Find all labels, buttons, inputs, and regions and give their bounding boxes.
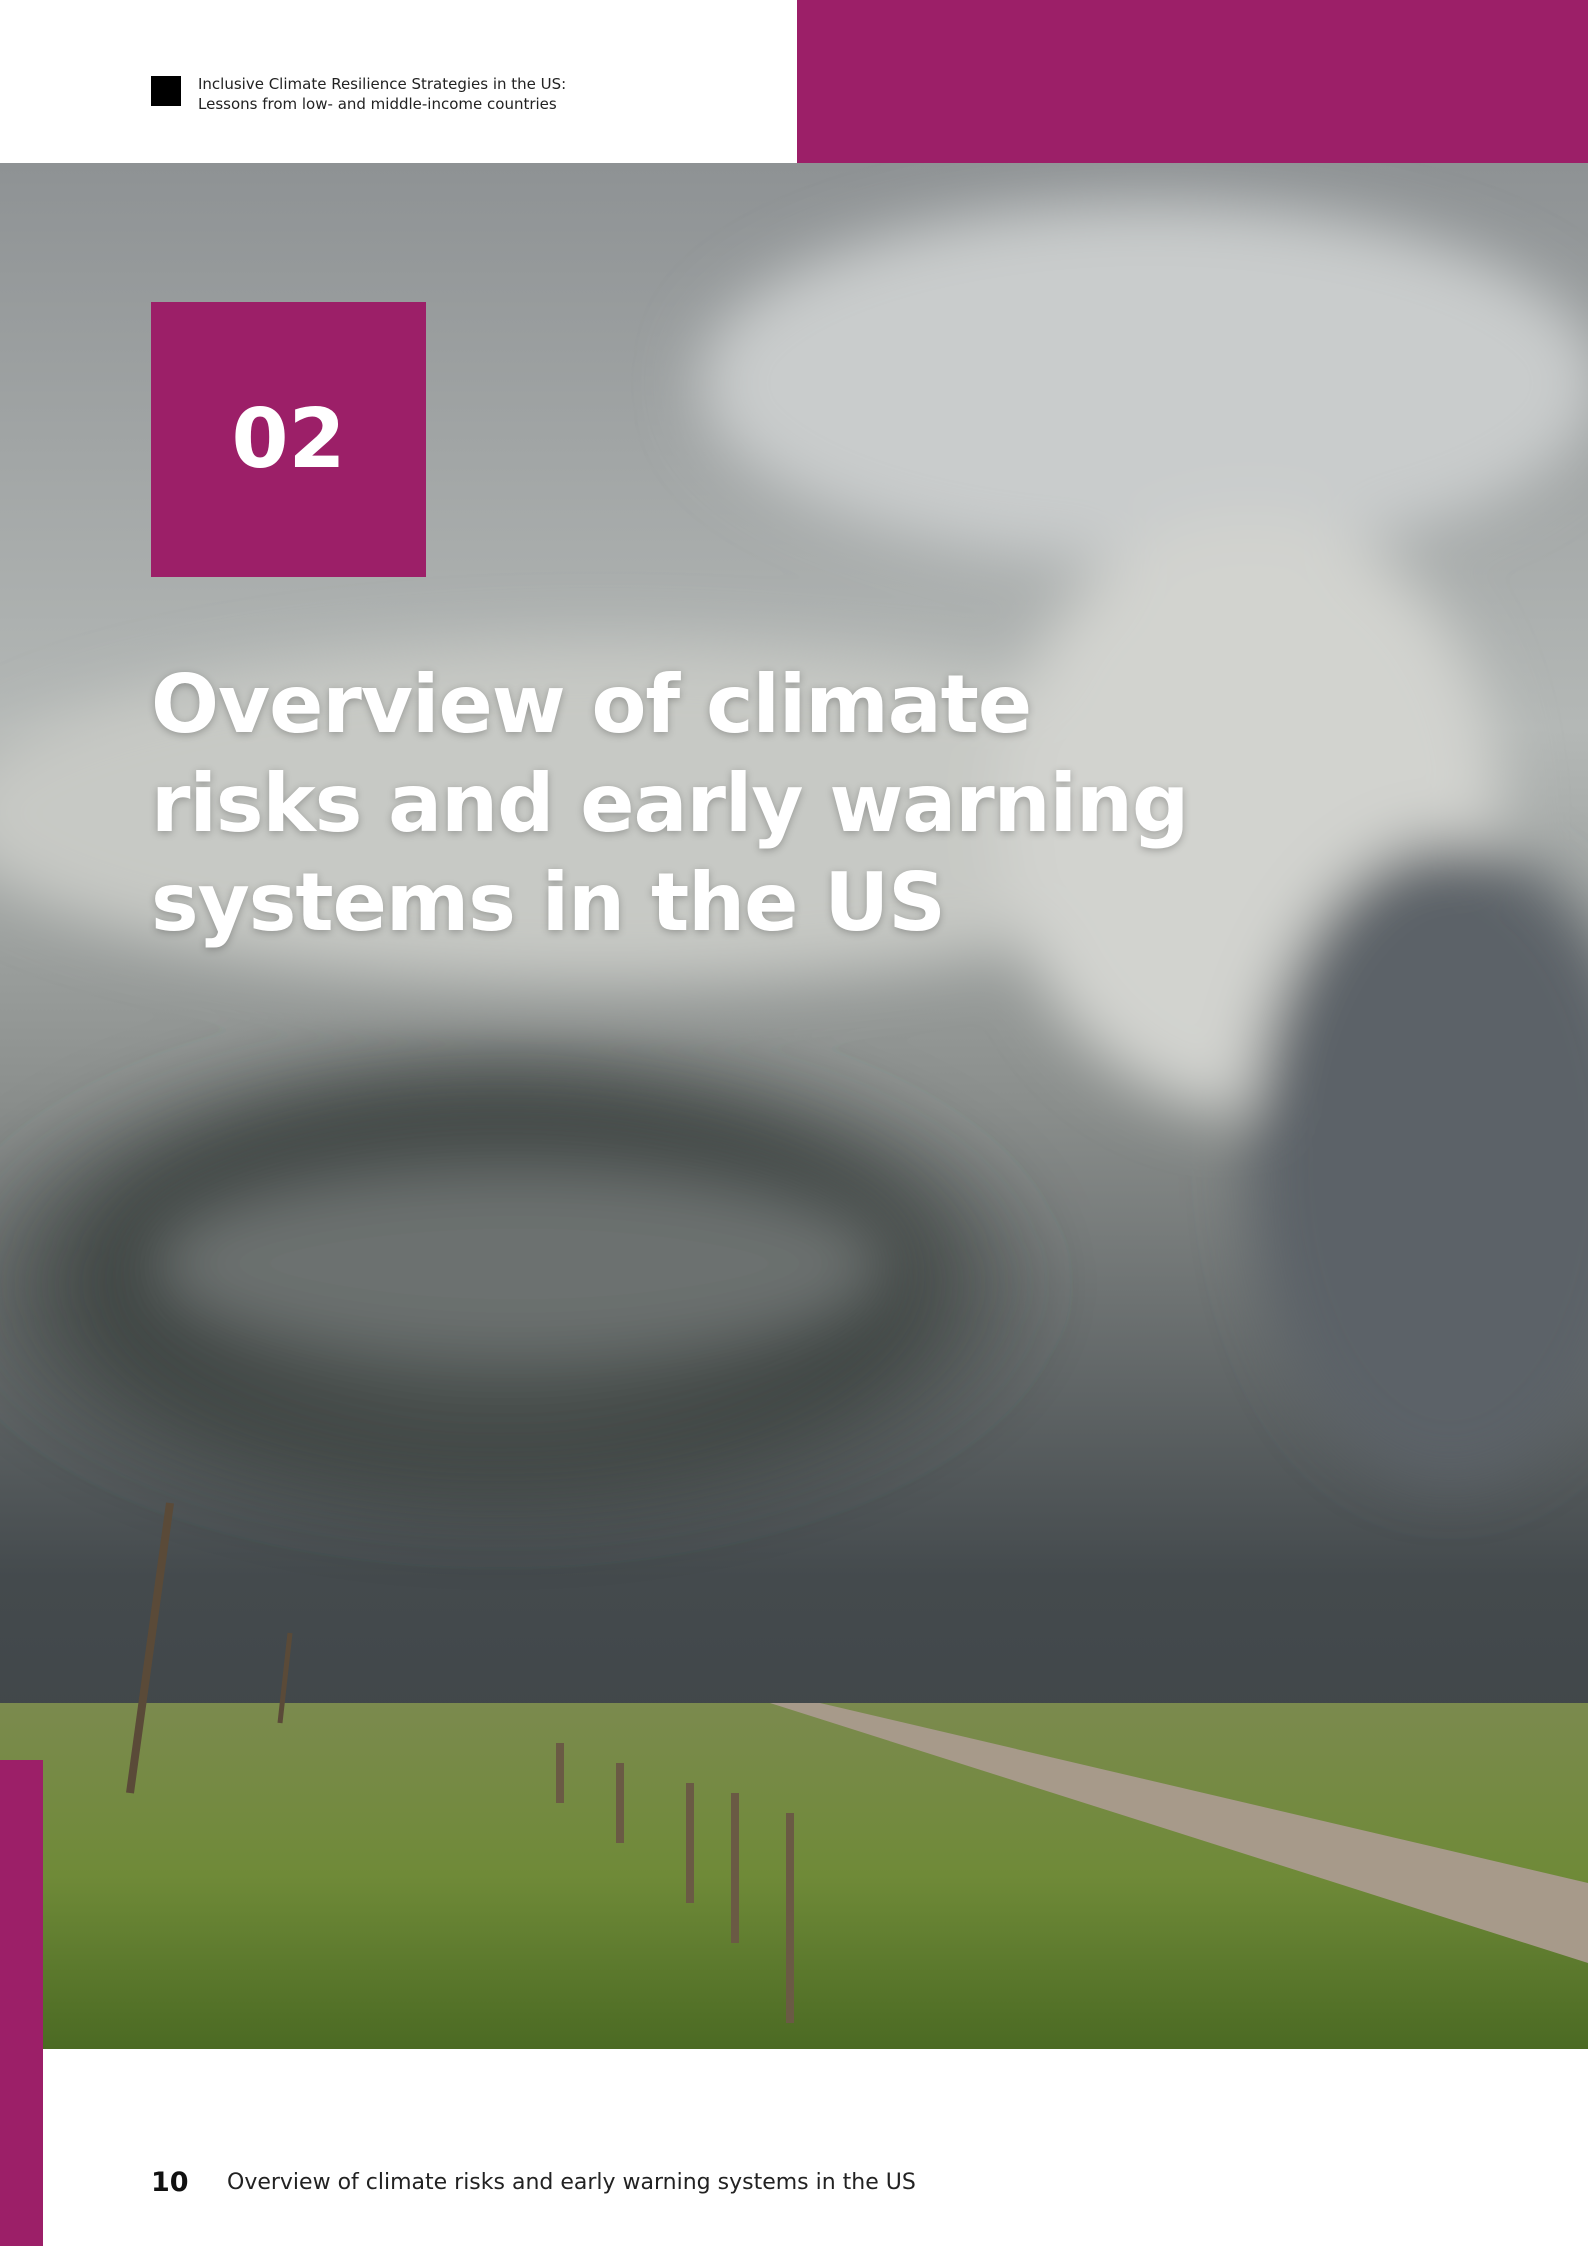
header-line: Lessons from low- and middle-income coun… (198, 94, 566, 114)
page: Inclusive Climate Resilience Strategies … (0, 0, 1588, 2246)
footer-text: Overview of climate risks and early warn… (227, 2170, 916, 2195)
header-color-block (797, 0, 1588, 163)
title-line: Overview of climate (151, 655, 1188, 754)
title-line: risks and early warning (151, 754, 1188, 853)
side-strip (0, 1760, 43, 2246)
title-line: systems in the US (151, 853, 1188, 952)
section-number: 02 (151, 302, 426, 577)
page-number: 10 (151, 2167, 189, 2198)
header-line: Inclusive Climate Resilience Strategies … (198, 74, 566, 94)
header-title: Inclusive Climate Resilience Strategies … (198, 74, 566, 114)
logo (151, 76, 181, 106)
section-title: Overview of climate risks and early warn… (151, 655, 1188, 952)
